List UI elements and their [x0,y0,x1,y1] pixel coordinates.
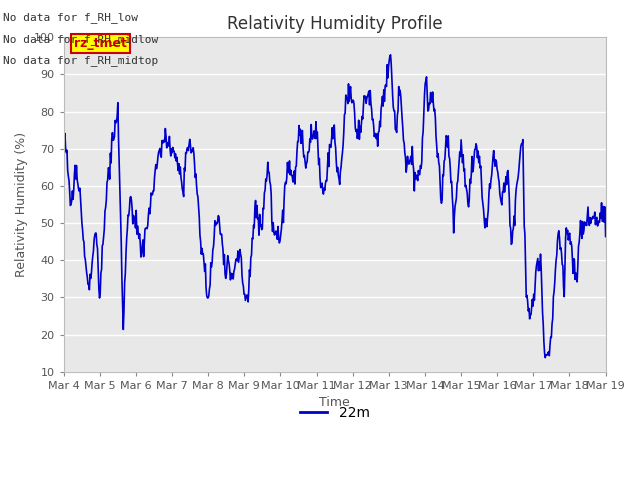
Title: Relativity Humidity Profile: Relativity Humidity Profile [227,15,442,33]
X-axis label: Time: Time [319,396,350,409]
Text: No data for f_RH_midlow: No data for f_RH_midlow [3,34,159,45]
Legend: 22m: 22m [294,400,375,425]
Text: No data for f_RH_midtop: No data for f_RH_midtop [3,55,159,66]
Y-axis label: Relativity Humidity (%): Relativity Humidity (%) [15,132,28,277]
Text: rz_tmet: rz_tmet [74,37,127,50]
Text: No data for f_RH_low: No data for f_RH_low [3,12,138,23]
